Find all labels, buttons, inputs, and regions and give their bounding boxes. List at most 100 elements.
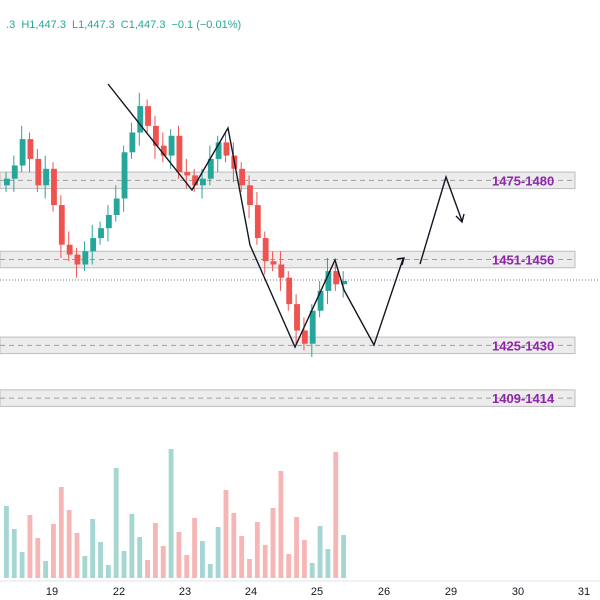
candle-body (262, 238, 269, 262)
candle-body (341, 280, 347, 285)
ohlc-change: −0.1 (−0.01%) (171, 19, 242, 31)
x-tick-label: 29 (445, 586, 457, 598)
x-tick-label: 24 (245, 586, 257, 598)
zone-labels: 1475-1480 1451-1456 1425-1430 1409-1414 (492, 173, 555, 406)
candle-body (278, 264, 285, 278)
projection-path (343, 174, 465, 347)
volume-bar (301, 540, 307, 578)
volume-bar (129, 514, 135, 578)
candle-body (11, 165, 18, 179)
volume-bar (286, 554, 292, 578)
candle-body (215, 142, 222, 159)
x-tick-label: 30 (512, 586, 524, 598)
volume-bar (192, 518, 198, 578)
candle-body (152, 125, 159, 146)
candle-body (239, 168, 246, 186)
volume-bar (325, 549, 331, 578)
volume-bars (4, 449, 346, 578)
candle-body (74, 254, 81, 265)
zone-band (0, 250, 576, 269)
volume-bar (317, 526, 323, 578)
volume-bar (27, 515, 33, 578)
candle-body (254, 205, 261, 239)
volume-bar (176, 532, 182, 578)
volume-bar (262, 545, 268, 578)
candle-body (51, 168, 57, 206)
volume-bar (113, 468, 119, 578)
volume-bar (145, 560, 150, 578)
x-tick-label: 26 (378, 586, 390, 598)
projection-arrowhead (455, 213, 465, 224)
volume-bar (51, 524, 56, 578)
volume-bar (215, 527, 221, 578)
candle-body (168, 135, 175, 156)
volume-bar (121, 551, 127, 578)
volume-bar (137, 537, 143, 578)
volume-bar (152, 523, 158, 578)
candle-body (4, 178, 10, 186)
candle-body (301, 330, 308, 344)
volume-bar (105, 565, 111, 578)
ohlc-readout: .3 H1,447.3 L1,447.3 C1,447.3 −0.1 (−0.01%) (0, 7, 247, 31)
zone-label: 1409-1414 (492, 391, 555, 406)
x-tick-label: 22 (113, 586, 125, 598)
volume-bar (333, 452, 339, 578)
projection-leg (343, 258, 404, 347)
ohlc-high: H1,447.3 (21, 19, 66, 31)
volume-bar (294, 517, 299, 578)
candle-body (43, 168, 50, 186)
projection-leg (419, 174, 463, 265)
candle-body (58, 205, 65, 245)
volume-bar (90, 519, 96, 578)
candle-body (121, 152, 128, 199)
x-tick-label: 25 (311, 586, 323, 598)
price-candles (4, 92, 347, 357)
candle-body (333, 271, 340, 285)
volume-bar (254, 522, 260, 578)
candle-body (294, 304, 300, 331)
candle-body (184, 172, 191, 176)
volume-bar (19, 552, 25, 578)
zone-band (0, 336, 576, 355)
volume-bar (66, 510, 72, 578)
candle-body (247, 185, 253, 206)
candle-body (309, 310, 316, 344)
candle-body (223, 142, 230, 156)
zone-label: 1475-1480 (492, 173, 554, 188)
volume-bar (11, 529, 17, 578)
candle-body (19, 139, 26, 166)
volume-bar (247, 559, 252, 578)
projection-arrowhead (396, 257, 405, 266)
candle-body (317, 290, 324, 311)
zone-band (0, 389, 576, 407)
x-axis: 19 22 23 24 25 26 29 30 31 (46, 586, 590, 598)
candle-body (325, 271, 332, 291)
volume-bar (231, 513, 237, 578)
volume-bar (207, 564, 213, 578)
candle-body (207, 158, 214, 179)
volume-bar (35, 538, 41, 578)
candle-body (105, 214, 112, 229)
candle-body (129, 132, 136, 153)
trend-lines (107, 83, 345, 349)
zone-label: 1451-1456 (492, 253, 554, 268)
volume-bar (184, 555, 190, 578)
x-tick-label: 23 (179, 586, 191, 598)
volume-bar (309, 563, 315, 578)
ohlc-close: C1,447.3 (120, 19, 166, 31)
candle-body (66, 244, 73, 255)
x-tick-label: 19 (46, 586, 58, 598)
volume-bar (160, 546, 166, 578)
volume-bar (74, 533, 80, 578)
volume-bar (278, 471, 284, 578)
trend-line (107, 83, 345, 349)
candle-body (270, 261, 277, 265)
candle-body (160, 145, 167, 156)
candle-body (200, 178, 206, 186)
volume-bar (58, 487, 64, 578)
volume-bar (4, 506, 9, 578)
zone-label: 1425-1430 (492, 338, 554, 353)
candle-body (176, 135, 183, 173)
candle-body (145, 106, 151, 126)
